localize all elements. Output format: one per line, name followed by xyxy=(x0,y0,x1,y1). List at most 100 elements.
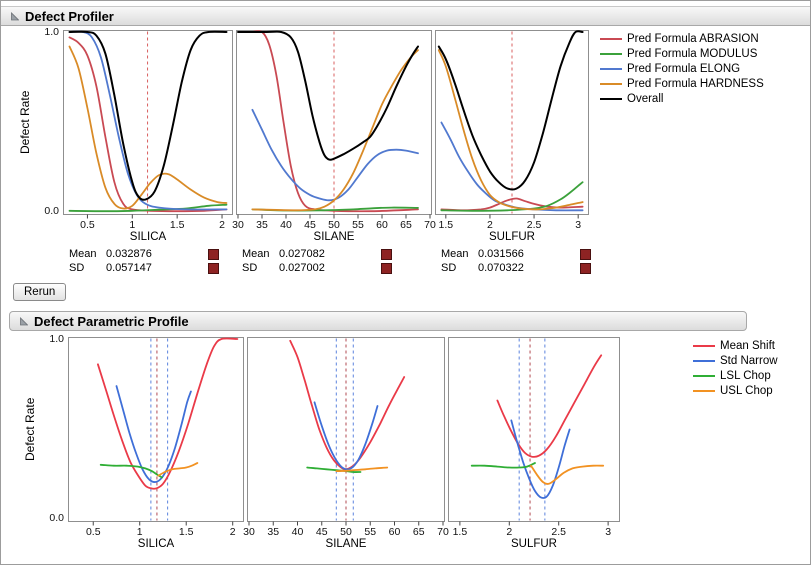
legend-item-lsl-chop[interactable]: LSL Chop xyxy=(693,368,778,383)
x-axis-title: SULFUR xyxy=(510,538,557,550)
mini-bar-icon xyxy=(208,262,219,274)
rerun-button[interactable]: Rerun xyxy=(13,283,67,301)
svg-text:2: 2 xyxy=(506,526,512,538)
y-axis-title: Defect Rate xyxy=(23,397,37,462)
svg-text:50: 50 xyxy=(328,219,340,231)
mini-bar-icon xyxy=(208,248,219,260)
svg-text:45: 45 xyxy=(316,526,328,538)
parametric-plot-silane[interactable]: 30 35 40 45 50 55 60 65 70 SILANE xyxy=(243,337,449,550)
stats-silane: Mean 0.027082 SD 0.027002 xyxy=(236,247,435,275)
y-axis-ticks: 1.0 0.0 xyxy=(33,26,63,217)
legend-label: Pred Formula HARDNESS xyxy=(627,77,764,90)
line-swatch-icon xyxy=(693,389,715,392)
svg-text:40: 40 xyxy=(280,219,292,231)
legend-item-modulus[interactable]: Pred Formula MODULUS xyxy=(600,46,764,61)
svg-text:50: 50 xyxy=(340,526,352,538)
silane-defect-chart[interactable]: 30 35 40 45 50 55 60 65 70 xyxy=(232,30,436,231)
svg-text:3: 3 xyxy=(605,526,611,538)
profiler-plot-sulfur[interactable]: 1.5 2 2.5 3 SULFUR xyxy=(435,30,589,243)
svg-text:70: 70 xyxy=(437,526,449,538)
legend-item-abrasion[interactable]: Pred Formula ABRASION xyxy=(600,31,764,46)
svg-text:65: 65 xyxy=(413,526,425,538)
svg-text:35: 35 xyxy=(256,219,268,231)
series-usl-chop xyxy=(530,464,605,485)
svg-text:65: 65 xyxy=(400,219,412,231)
profiler-plot-silane[interactable]: 30 35 40 45 50 55 60 65 70 SILANE xyxy=(232,30,436,243)
svg-text:2: 2 xyxy=(230,526,236,538)
legend-label: Mean Shift xyxy=(720,339,775,352)
series-overall xyxy=(68,30,228,201)
legend-label: Pred Formula MODULUS xyxy=(627,47,758,60)
defect-parametric-profile-title: Defect Parametric Profile xyxy=(34,313,189,329)
series-mean-shift xyxy=(496,354,603,458)
stats-silica: Mean 0.032876 SD 0.057147 xyxy=(63,247,236,275)
parametric-plot-sulfur[interactable]: 1.5 2 2.5 3 SULFUR xyxy=(448,337,620,550)
svg-text:3: 3 xyxy=(575,219,581,231)
sd-value: 0.027002 xyxy=(279,262,325,274)
silane-parametric-chart[interactable]: 30 35 40 45 50 55 60 65 70 xyxy=(243,337,449,538)
svg-text:70: 70 xyxy=(424,219,436,231)
legend-item-elong[interactable]: Pred Formula ELONG xyxy=(600,61,764,76)
profiler-legend: Pred Formula ABRASION Pred Formula MODUL… xyxy=(600,30,764,106)
silica-parametric-chart[interactable]: 0.5 1 1.5 2 xyxy=(68,337,244,538)
series-lsl-chop xyxy=(99,463,163,479)
mean-label: Mean xyxy=(69,248,97,260)
line-swatch-icon xyxy=(600,52,622,55)
y-axis-ticks: 1.0 0.0 xyxy=(38,333,68,524)
svg-text:0.5: 0.5 xyxy=(80,219,95,231)
mini-bar-icon xyxy=(580,248,591,260)
svg-text:1.5: 1.5 xyxy=(439,219,454,231)
series-std-narrow xyxy=(510,419,571,499)
legend-item-mean-shift[interactable]: Mean Shift xyxy=(693,338,778,353)
y-tick-label: 0.0 xyxy=(44,205,59,217)
disclosure-triangle-icon[interactable] xyxy=(10,11,19,21)
series-pred-formula-abrasion xyxy=(440,197,584,212)
legend-item-std-narrow[interactable]: Std Narrow xyxy=(693,353,778,368)
series-mean-shift xyxy=(97,337,239,490)
series-overall xyxy=(237,30,419,161)
defect-profiler-header[interactable]: Defect Profiler xyxy=(1,6,810,26)
silica-defect-chart[interactable]: 0.5 1 1.5 2 xyxy=(63,30,233,231)
svg-text:2: 2 xyxy=(219,219,225,231)
series-lsl-chop xyxy=(306,466,362,473)
legend-label: Pred Formula ABRASION xyxy=(627,32,759,45)
legend-item-usl-chop[interactable]: USL Chop xyxy=(693,383,778,398)
disclosure-triangle-icon[interactable] xyxy=(19,316,28,326)
sulfur-defect-chart[interactable]: 1.5 2 2.5 3 xyxy=(435,30,589,231)
legend-item-overall[interactable]: Overall xyxy=(600,91,764,106)
line-swatch-icon xyxy=(600,37,622,40)
y-tick-label: 0.0 xyxy=(49,512,64,524)
line-swatch-icon xyxy=(600,97,622,100)
parametric-plot-silica[interactable]: 0.5 1 1.5 2 SILICA xyxy=(68,337,244,550)
defect-profiler-title: Defect Profiler xyxy=(25,8,114,24)
svg-text:45: 45 xyxy=(304,219,316,231)
mini-bar-icon xyxy=(381,248,392,260)
x-axis-title: SILICA xyxy=(137,538,175,550)
sulfur-parametric-chart[interactable]: 1.5 2 2.5 3 xyxy=(448,337,620,538)
sd-value: 0.070322 xyxy=(478,262,524,274)
svg-text:2: 2 xyxy=(487,219,493,231)
line-swatch-icon xyxy=(600,67,622,70)
y-axis-title: Defect Rate xyxy=(18,90,32,155)
mean-value: 0.032876 xyxy=(106,248,152,260)
stats-row: Mean 0.032876 SD 0.057147 Mean 0.027082 … xyxy=(1,247,810,275)
x-axis-title: SILANE xyxy=(325,538,367,550)
series-pred-formula-modulus xyxy=(68,203,228,213)
sd-label: SD xyxy=(242,262,258,274)
svg-text:60: 60 xyxy=(389,526,401,538)
mini-bar-icon xyxy=(381,262,392,274)
y-tick-label: 1.0 xyxy=(49,333,64,345)
profiler-chart-area: Defect Rate 1.0 0.0 0.5 1 1.5 2 SILICA 30 35… xyxy=(1,26,810,243)
series-pred-formula-hardness xyxy=(251,49,419,212)
series-usl-chop xyxy=(157,462,199,477)
svg-text:55: 55 xyxy=(364,526,376,538)
line-swatch-icon xyxy=(693,374,715,377)
svg-text:35: 35 xyxy=(267,526,279,538)
legend-item-hardness[interactable]: Pred Formula HARDNESS xyxy=(600,76,764,91)
defect-parametric-profile-header[interactable]: Defect Parametric Profile xyxy=(9,311,747,331)
stats-sulfur: Mean 0.031566 SD 0.070322 xyxy=(435,247,592,275)
svg-text:1.5: 1.5 xyxy=(179,526,194,538)
line-swatch-icon xyxy=(600,82,622,85)
profiler-plot-silica[interactable]: 0.5 1 1.5 2 SILICA xyxy=(63,30,233,243)
y-tick-label: 1.0 xyxy=(44,26,59,38)
